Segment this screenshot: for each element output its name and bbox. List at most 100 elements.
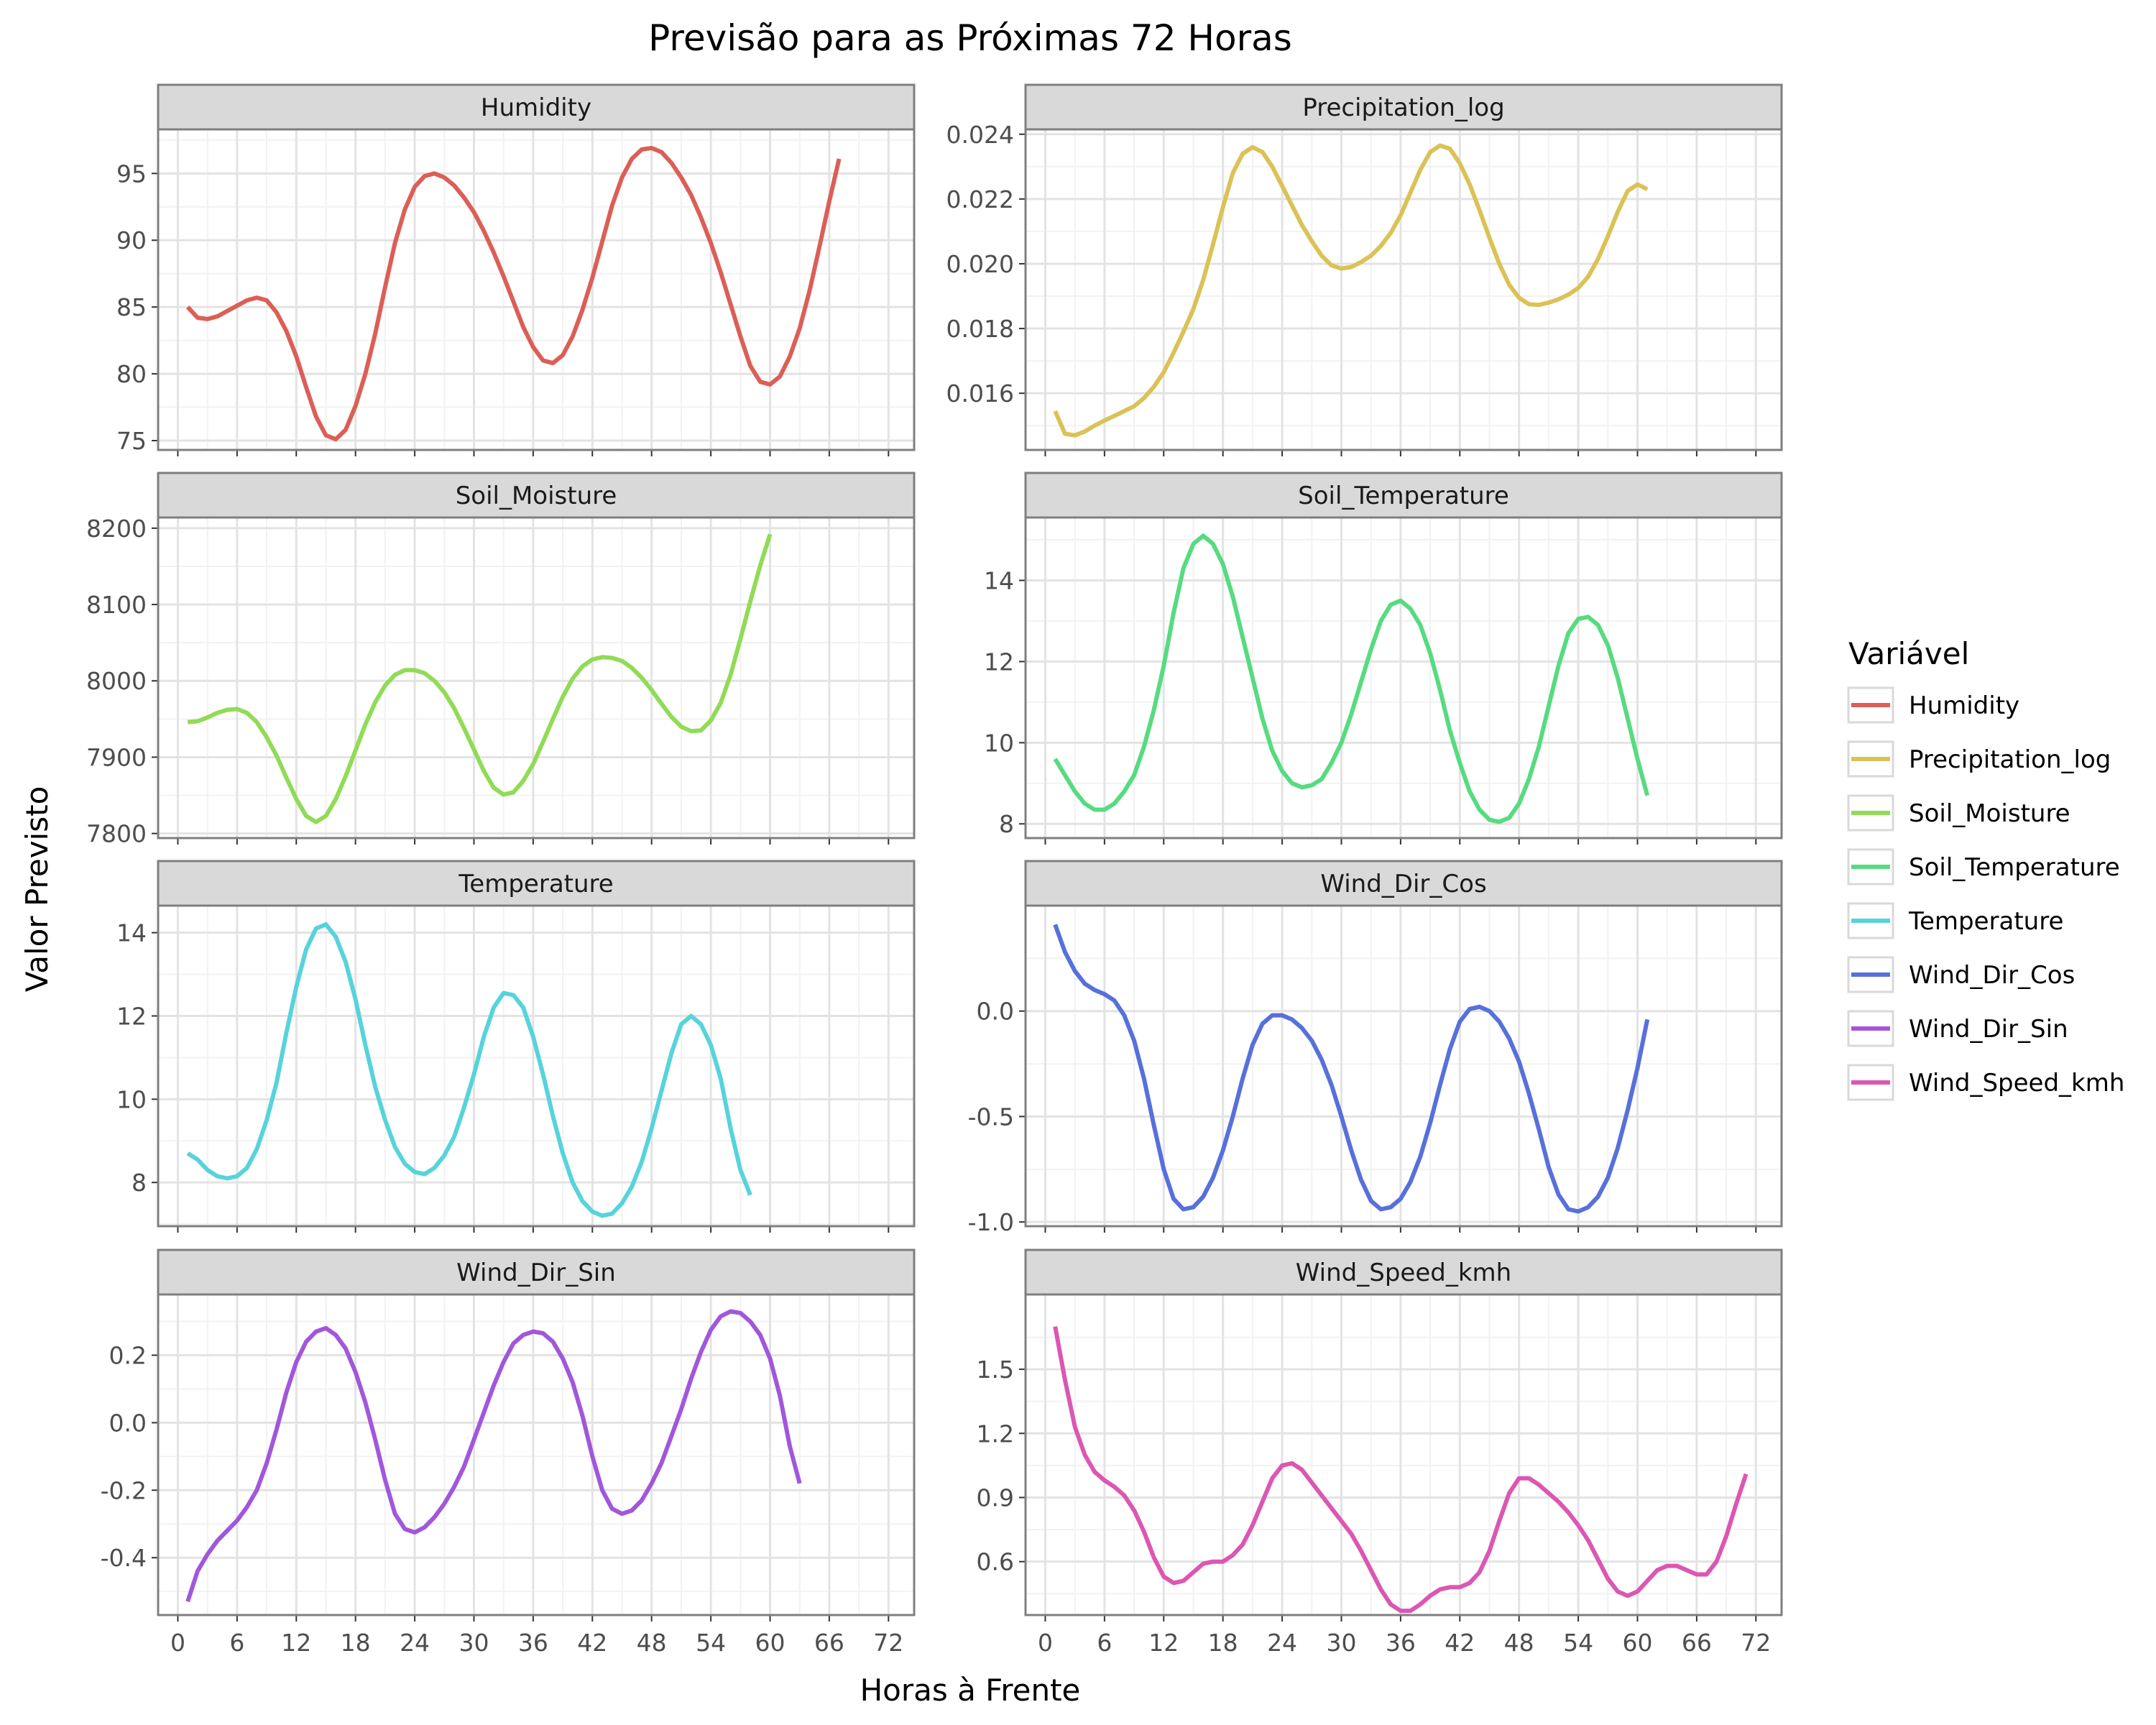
y-tick-label: -1.0 [968, 1208, 1014, 1236]
x-tick-label: 42 [577, 1629, 607, 1657]
panel-background [158, 129, 914, 450]
y-tick-label: 0.016 [946, 380, 1014, 408]
x-tick-label: 66 [814, 1629, 844, 1657]
x-tick-label: 72 [873, 1629, 903, 1657]
y-tick-label: 1.5 [977, 1356, 1014, 1384]
y-tick-label: 8 [132, 1169, 147, 1197]
x-tick-label: 54 [696, 1629, 726, 1657]
x-tick-label: 0 [1038, 1629, 1053, 1657]
panel-soil-temperature: 8 10 12 14 Soil_Temperature [984, 472, 1783, 845]
legend-label: Temperature [1908, 907, 2063, 936]
x-tick-label: 12 [1148, 1629, 1179, 1657]
legend: Variável Humidity Precipitation_log Soil_M… [1847, 636, 2124, 1101]
x-tick-label: 30 [459, 1629, 489, 1657]
y-tick-label: 12 [984, 648, 1014, 676]
x-tick-label: 48 [1504, 1629, 1534, 1657]
x-tick-label: 6 [1097, 1629, 1112, 1657]
legend-label: Soil_Moisture [1909, 799, 2070, 828]
y-tick-label: 10 [984, 729, 1014, 757]
strip-label: Precipitation_log [1302, 93, 1504, 122]
panel-humidity: 75 80 85 90 95 Humidity [116, 83, 916, 456]
series-line-humidity [185, 146, 842, 442]
y-axis-title: Valor Previsto [19, 786, 55, 993]
strip-background [1024, 83, 1783, 131]
strip-label: Soil_Temperature [1298, 482, 1509, 510]
panel-background [1026, 129, 1782, 450]
x-tick-label: 30 [1326, 1629, 1356, 1657]
panel-temperature: 8 10 12 14 Temperature [116, 860, 916, 1233]
x-tick-label: 24 [400, 1629, 430, 1657]
panel-wind-speed-kmh: 0.6 0.9 1.2 1.5 0 6 12 18 24 30 36 42 48 54 60 66 72 Wind… [977, 1248, 1783, 1657]
x-tick-label: 42 [1445, 1629, 1475, 1657]
legend-items: Humidity Precipitation_log Soil_Moisture So… [1847, 686, 2124, 1101]
panel-background [1026, 518, 1782, 838]
y-tick-label: 8 [999, 810, 1014, 838]
legend-label: Soil_Temperature [1909, 853, 2120, 882]
legend-label: Wind_Dir_Sin [1909, 1015, 2068, 1044]
strip-background [157, 472, 916, 519]
y-tick-label: 7900 [86, 743, 147, 771]
panel-wind-dir-cos: -1.0 -0.5 0.0 Wind_Dir_Cos [968, 860, 1783, 1236]
legend-label: Wind_Speed_kmh [1909, 1069, 2124, 1098]
panel-background [158, 906, 914, 1226]
series-line-wind-dir-sin [185, 1309, 802, 1603]
y-tick-label: 0.0 [109, 1409, 147, 1437]
x-axis-title: Horas à Frente [860, 1673, 1081, 1708]
legend-label: Humidity [1909, 691, 2019, 720]
x-tick-label: 60 [755, 1629, 785, 1657]
panel-soil-moisture: 7800 7900 8000 8100 8200 Soil_Moisture [86, 472, 916, 848]
y-tick-label: 0.0 [977, 998, 1014, 1026]
legend-label: Wind_Dir_Cos [1909, 961, 2075, 990]
legend-item: Wind_Dir_Cos [1847, 956, 2075, 993]
panel-background [158, 1294, 914, 1615]
legend-label: Precipitation_log [1909, 745, 2111, 774]
facet-panels: 7580859095Humidity0.0160.0180.0200.0220.… [86, 83, 1783, 1657]
y-tick-label: 0.9 [977, 1484, 1014, 1512]
strip-background [157, 1248, 916, 1296]
panel-precipitation-log: 0.016 0.018 0.020 0.022 0.024 Precipitation_l… [946, 83, 1783, 456]
strip-label: Soil_Moisture [456, 482, 617, 510]
y-tick-label: -0.5 [968, 1103, 1014, 1131]
strip-label: Temperature [458, 870, 613, 898]
series-line-soil-moisture [187, 533, 773, 824]
y-tick-label: 95 [116, 160, 147, 188]
y-tick-label: 0.6 [977, 1548, 1014, 1576]
strip-background [157, 83, 916, 131]
x-tick-label: 72 [1741, 1629, 1771, 1657]
legend-item: Wind_Dir_Sin [1847, 1010, 2068, 1047]
x-tick-label: 66 [1682, 1629, 1712, 1657]
y-tick-label: 14 [984, 567, 1014, 595]
legend-item: Precipitation_log [1847, 740, 2111, 778]
series-line-soil-temperature [1053, 533, 1650, 824]
y-tick-label: 75 [116, 427, 147, 455]
y-tick-label: 0.2 [109, 1342, 147, 1370]
x-tick-label: 6 [229, 1629, 244, 1657]
y-tick-label: 14 [116, 919, 147, 947]
x-tick-label: 60 [1622, 1629, 1652, 1657]
x-tick-label: 36 [1386, 1629, 1416, 1657]
series-line-wind-dir-cos [1053, 924, 1650, 1214]
strip-background [157, 860, 916, 907]
y-tick-label: 0.024 [946, 121, 1014, 149]
y-tick-label: 0.018 [946, 315, 1014, 343]
strip-background [1024, 1248, 1783, 1296]
legend-item: Temperature [1847, 902, 2063, 939]
y-tick-label: -0.4 [101, 1544, 147, 1572]
strip-label: Wind_Speed_kmh [1296, 1259, 1511, 1287]
x-tick-label: 36 [518, 1629, 548, 1657]
strip-background [1024, 472, 1783, 519]
x-tick-label: 18 [1208, 1629, 1238, 1657]
legend-item: Humidity [1847, 686, 2019, 724]
x-tick-label: 12 [281, 1629, 311, 1657]
legend-item: Soil_Moisture [1847, 794, 2070, 832]
x-tick-label: 18 [341, 1629, 371, 1657]
chart-title: Previsão para as Próximas 72 Horas [648, 17, 1292, 59]
y-tick-label: 8000 [86, 667, 147, 695]
y-tick-label: 10 [116, 1085, 147, 1113]
legend-item: Soil_Temperature [1847, 848, 2120, 886]
x-tick-label: 54 [1563, 1629, 1593, 1657]
y-tick-label: 85 [116, 293, 147, 321]
y-tick-label: 0.022 [946, 185, 1014, 213]
y-tick-label: 0.020 [946, 250, 1014, 278]
